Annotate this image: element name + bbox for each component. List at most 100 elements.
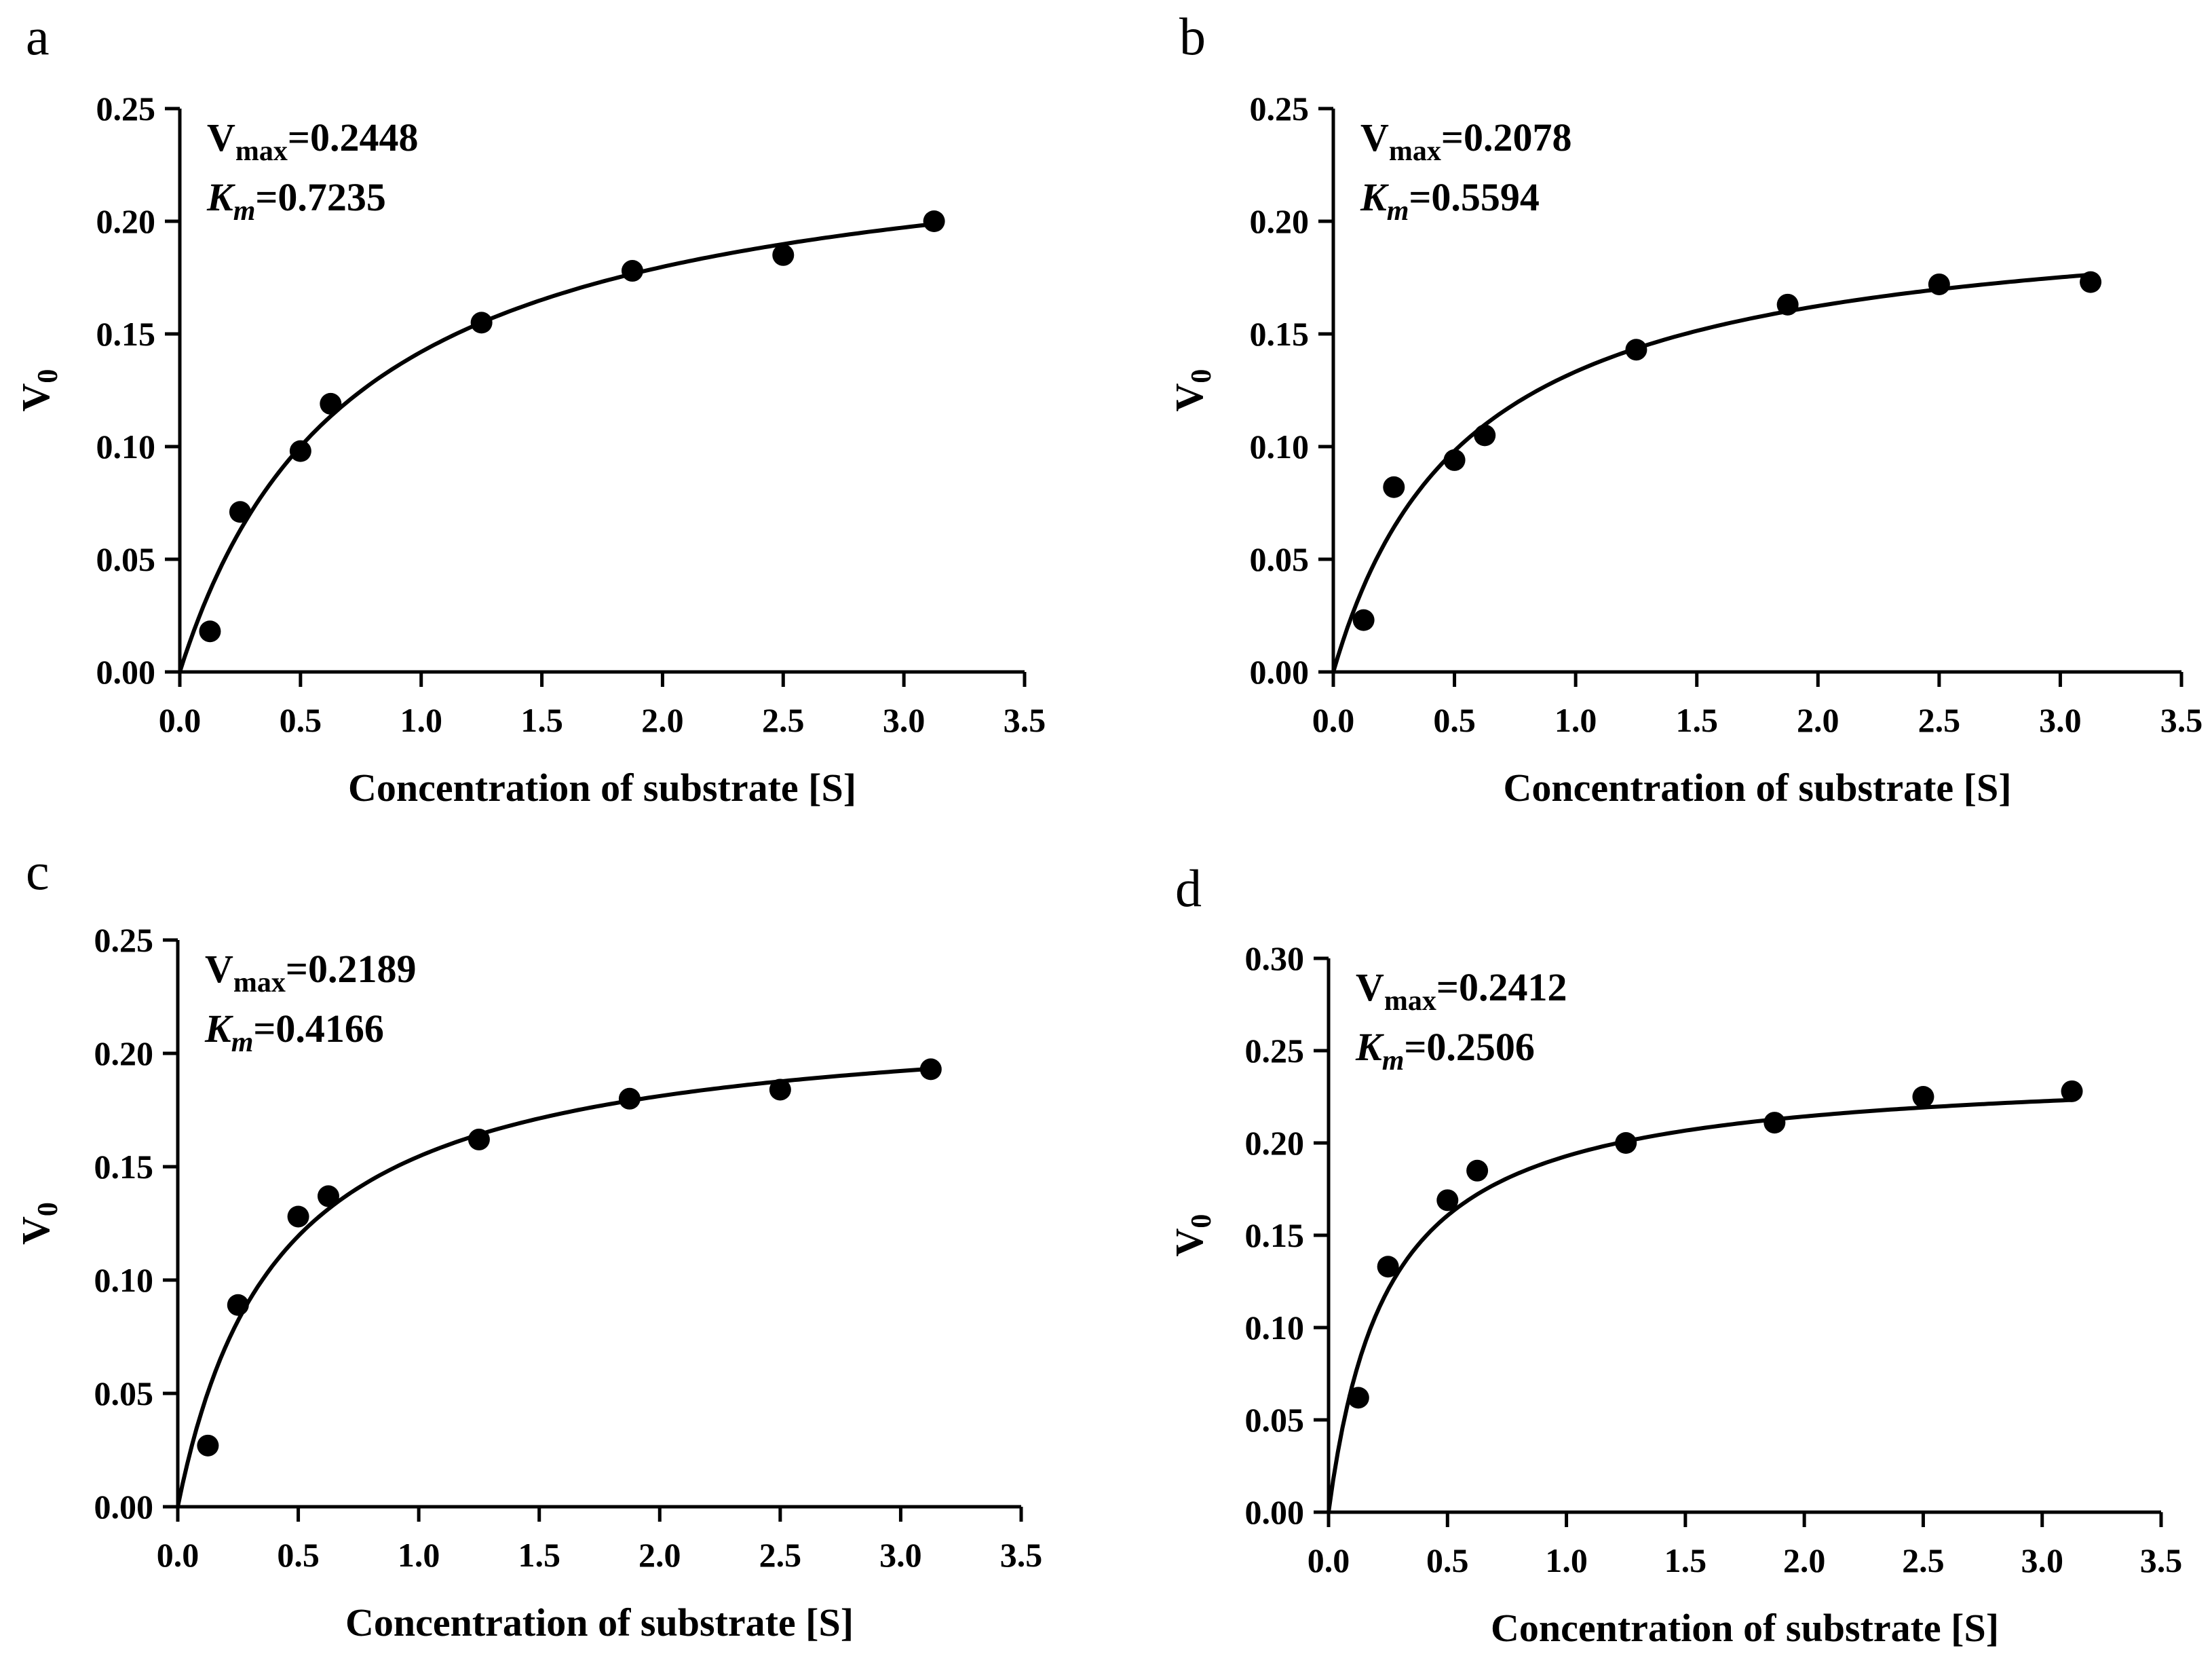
x-tick-label: 1.0 xyxy=(400,701,442,739)
y-tick-label: 0.15 xyxy=(96,315,156,353)
data-point xyxy=(197,1434,219,1457)
x-tick-label: 3.0 xyxy=(2021,1541,2063,1579)
x-tick-label: 0.0 xyxy=(157,1536,199,1574)
y-tick-label: 0.05 xyxy=(1245,1401,1305,1439)
y-tick-label: 0.25 xyxy=(1245,1032,1305,1070)
data-point xyxy=(287,1205,309,1228)
y-tick-label: 0.00 xyxy=(96,653,156,691)
x-tick-label: 3.0 xyxy=(2039,701,2082,739)
y-axis-title: V0 xyxy=(14,369,64,412)
data-point xyxy=(618,1087,641,1110)
x-tick-label: 3.5 xyxy=(1004,701,1046,739)
x-tick-label: 2.5 xyxy=(759,1536,802,1574)
data-point xyxy=(621,260,643,282)
km-annotation: Km=0.5594 xyxy=(1360,175,1540,227)
data-point xyxy=(1383,476,1405,498)
y-tick-label: 0.20 xyxy=(94,1034,154,1072)
fit-curve xyxy=(1331,272,2091,673)
fit-curve xyxy=(1327,1097,2072,1513)
data-point xyxy=(1443,449,1466,471)
fit-curve xyxy=(176,1066,932,1507)
y-tick-label: 0.20 xyxy=(96,202,156,240)
data-point xyxy=(923,210,945,232)
x-tick-label: 2.0 xyxy=(638,1536,681,1574)
x-tick-label: 2.5 xyxy=(1902,1541,1945,1579)
data-point xyxy=(199,620,221,643)
data-point xyxy=(2080,271,2102,293)
x-tick-label: 0.5 xyxy=(277,1536,320,1574)
data-point xyxy=(468,1128,490,1150)
data-point xyxy=(1377,1256,1399,1278)
data-point xyxy=(919,1058,942,1081)
x-tick-label: 2.0 xyxy=(641,701,684,739)
x-tick-label: 0.0 xyxy=(1312,701,1355,739)
y-tick-label: 0.30 xyxy=(1245,939,1305,977)
chart-panel-a: a 0.0 0.5 1.0 1.5 2.0 2.5 3.0 3.5 0.00 0.05 0.10 0.1… xyxy=(14,7,1046,810)
y-tick-label: 0.20 xyxy=(1245,1124,1305,1162)
data-point xyxy=(769,1078,791,1101)
data-point xyxy=(1615,1132,1637,1154)
data-point xyxy=(317,1185,339,1207)
y-tick-label: 0.15 xyxy=(1245,1216,1305,1254)
y-tick-label: 0.25 xyxy=(94,921,154,959)
x-tick-label: 1.5 xyxy=(1664,1541,1707,1579)
data-point xyxy=(1436,1189,1459,1212)
data-point xyxy=(2061,1080,2083,1102)
data-point xyxy=(1912,1086,1934,1108)
data-point xyxy=(1474,424,1496,447)
x-tick-label: 2.0 xyxy=(1783,1541,1826,1579)
x-tick-label: 1.5 xyxy=(1675,701,1718,739)
y-tick-label: 0.00 xyxy=(1245,1493,1305,1531)
x-tick-label: 1.5 xyxy=(520,701,563,739)
y-axis-title: V0 xyxy=(14,1202,64,1245)
x-tick-label: 3.5 xyxy=(2140,1541,2183,1579)
x-tick-label: 3.5 xyxy=(2160,701,2203,739)
y-tick-label: 0.00 xyxy=(94,1488,154,1526)
chart-panel-b: b 0.0 0.5 1.0 1.5 2.0 2.5 3.0 3.5 0.00 0.05 0.10 0.1… xyxy=(1167,7,2203,810)
panel-label: c xyxy=(26,842,50,901)
y-axis-title: V0 xyxy=(1167,1214,1217,1257)
x-tick-label: 3.0 xyxy=(879,1536,922,1574)
x-tick-label: 0.5 xyxy=(1433,701,1476,739)
x-tick-label: 0.5 xyxy=(280,701,322,739)
x-tick-label: 0.0 xyxy=(159,701,202,739)
y-tick-label: 0.05 xyxy=(94,1374,154,1412)
y-tick-label: 0.25 xyxy=(96,90,156,128)
data-point xyxy=(772,244,795,266)
y-tick-label: 0.10 xyxy=(1245,1309,1305,1347)
panel-label: a xyxy=(26,7,50,66)
panel-label: d xyxy=(1175,859,1202,918)
x-tick-label: 1.0 xyxy=(1555,701,1597,739)
x-tick-label: 0.0 xyxy=(1308,1541,1350,1579)
chart-panel-c: c 0.0 0.5 1.0 1.5 2.0 2.5 3.0 3.5 0.00 0.05 0.10 0.1… xyxy=(14,842,1042,1645)
vmax-annotation: Vmax=0.2078 xyxy=(1360,115,1571,167)
data-point xyxy=(229,501,251,523)
chart-panel-d: d 0.0 0.5 1.0 1.5 2.0 2.5 3.0 3.5 0.00 0.05 0.10 0.1… xyxy=(1167,859,2182,1650)
x-tick-label: 0.5 xyxy=(1426,1541,1469,1579)
data-point xyxy=(470,312,493,334)
x-axis-title: Concentration of substrate [S] xyxy=(1503,766,2011,810)
x-tick-label: 3.5 xyxy=(1000,1536,1043,1574)
x-tick-label: 2.5 xyxy=(762,701,805,739)
x-tick-label: 1.5 xyxy=(518,1536,560,1574)
x-axis-title: Concentration of substrate [S] xyxy=(345,1600,854,1645)
data-point xyxy=(1625,339,1647,361)
km-annotation: Km=0.2506 xyxy=(1355,1025,1535,1076)
data-point xyxy=(1776,293,1799,316)
data-point xyxy=(1466,1159,1489,1182)
data-point xyxy=(1928,273,1950,295)
y-tick-label: 0.15 xyxy=(1250,315,1310,353)
data-point xyxy=(227,1294,249,1316)
y-tick-label: 0.25 xyxy=(1250,90,1310,128)
x-axis-title: Concentration of substrate [S] xyxy=(1491,1606,1999,1650)
x-tick-label: 2.5 xyxy=(1918,701,1961,739)
x-tick-label: 2.0 xyxy=(1797,701,1839,739)
vmax-annotation: Vmax=0.2189 xyxy=(205,947,416,998)
y-tick-label: 0.10 xyxy=(94,1261,154,1299)
y-tick-label: 0.10 xyxy=(1250,428,1310,466)
x-tick-label: 1.0 xyxy=(1545,1541,1588,1579)
x-tick-label: 3.0 xyxy=(883,701,926,739)
y-tick-label: 0.05 xyxy=(96,540,156,578)
y-axis-title: V0 xyxy=(1167,369,1217,412)
